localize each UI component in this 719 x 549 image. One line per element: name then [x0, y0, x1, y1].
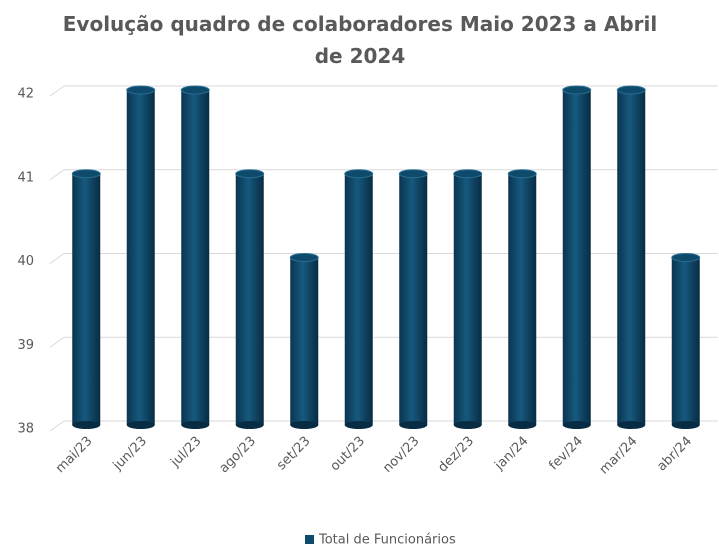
bar-base — [181, 421, 210, 429]
bar-base — [617, 421, 646, 429]
bar — [235, 173, 264, 425]
grid-line — [49, 336, 65, 348]
x-tick-label: jul/23 — [168, 434, 205, 471]
bar — [399, 173, 428, 425]
bar-top — [235, 169, 265, 179]
grid-line — [49, 85, 65, 97]
x-tick-label: out/23 — [328, 434, 368, 474]
chart-title: Evolução quadro de colaboradores Maio 20… — [62, 12, 658, 68]
bar-base — [126, 421, 155, 429]
bar — [453, 173, 482, 425]
bar-top — [398, 169, 428, 179]
y-tick-label: 41 — [17, 170, 34, 185]
x-tick-label: fev/24 — [546, 434, 586, 474]
bar-base — [671, 421, 700, 429]
y-tick-label: 42 — [17, 87, 34, 102]
x-tick-label: jan/24 — [491, 434, 531, 474]
bar — [344, 173, 373, 425]
bar — [508, 173, 537, 425]
bar-top — [344, 169, 374, 179]
bar-top — [180, 85, 210, 95]
bar-base — [72, 421, 101, 429]
y-tick-label: 40 — [17, 254, 34, 269]
legend-swatch — [305, 535, 314, 544]
bar-base — [453, 421, 482, 429]
bar-top — [289, 253, 319, 262]
bar-top — [453, 169, 483, 179]
x-tick-label: dez/23 — [435, 434, 477, 476]
bar — [181, 90, 210, 425]
y-tick-label: 38 — [17, 422, 34, 437]
bar-base — [562, 421, 591, 429]
bar-top — [562, 85, 592, 95]
x-tick-label: nov/23 — [380, 434, 422, 476]
bar-top — [616, 85, 646, 95]
grid-line — [49, 169, 65, 181]
bar — [617, 90, 646, 425]
bar-base — [235, 421, 264, 429]
bar-base — [508, 421, 537, 429]
bar-top — [507, 169, 537, 179]
x-tick-label: ago/23 — [217, 434, 259, 476]
bar-base — [399, 421, 428, 429]
bar — [72, 173, 101, 425]
x-tick-label: jun/23 — [110, 434, 150, 474]
grid-line — [49, 253, 65, 264]
bar — [126, 90, 155, 425]
bar-top — [126, 85, 156, 95]
y-tick-label: 39 — [17, 338, 34, 353]
bar-top — [71, 169, 101, 179]
bar-base — [344, 421, 373, 429]
x-tick-label: mai/23 — [53, 434, 96, 477]
bar — [671, 257, 700, 425]
bar — [290, 257, 319, 425]
bar-base — [290, 421, 319, 429]
bar-top — [671, 253, 701, 262]
x-tick-label: mar/24 — [597, 434, 641, 478]
legend-label: Total de Funcionários — [318, 533, 456, 548]
grid-line — [49, 420, 65, 432]
x-tick-label: set/23 — [274, 434, 313, 473]
x-tick-label: abr/24 — [654, 434, 695, 475]
bar — [562, 90, 591, 425]
